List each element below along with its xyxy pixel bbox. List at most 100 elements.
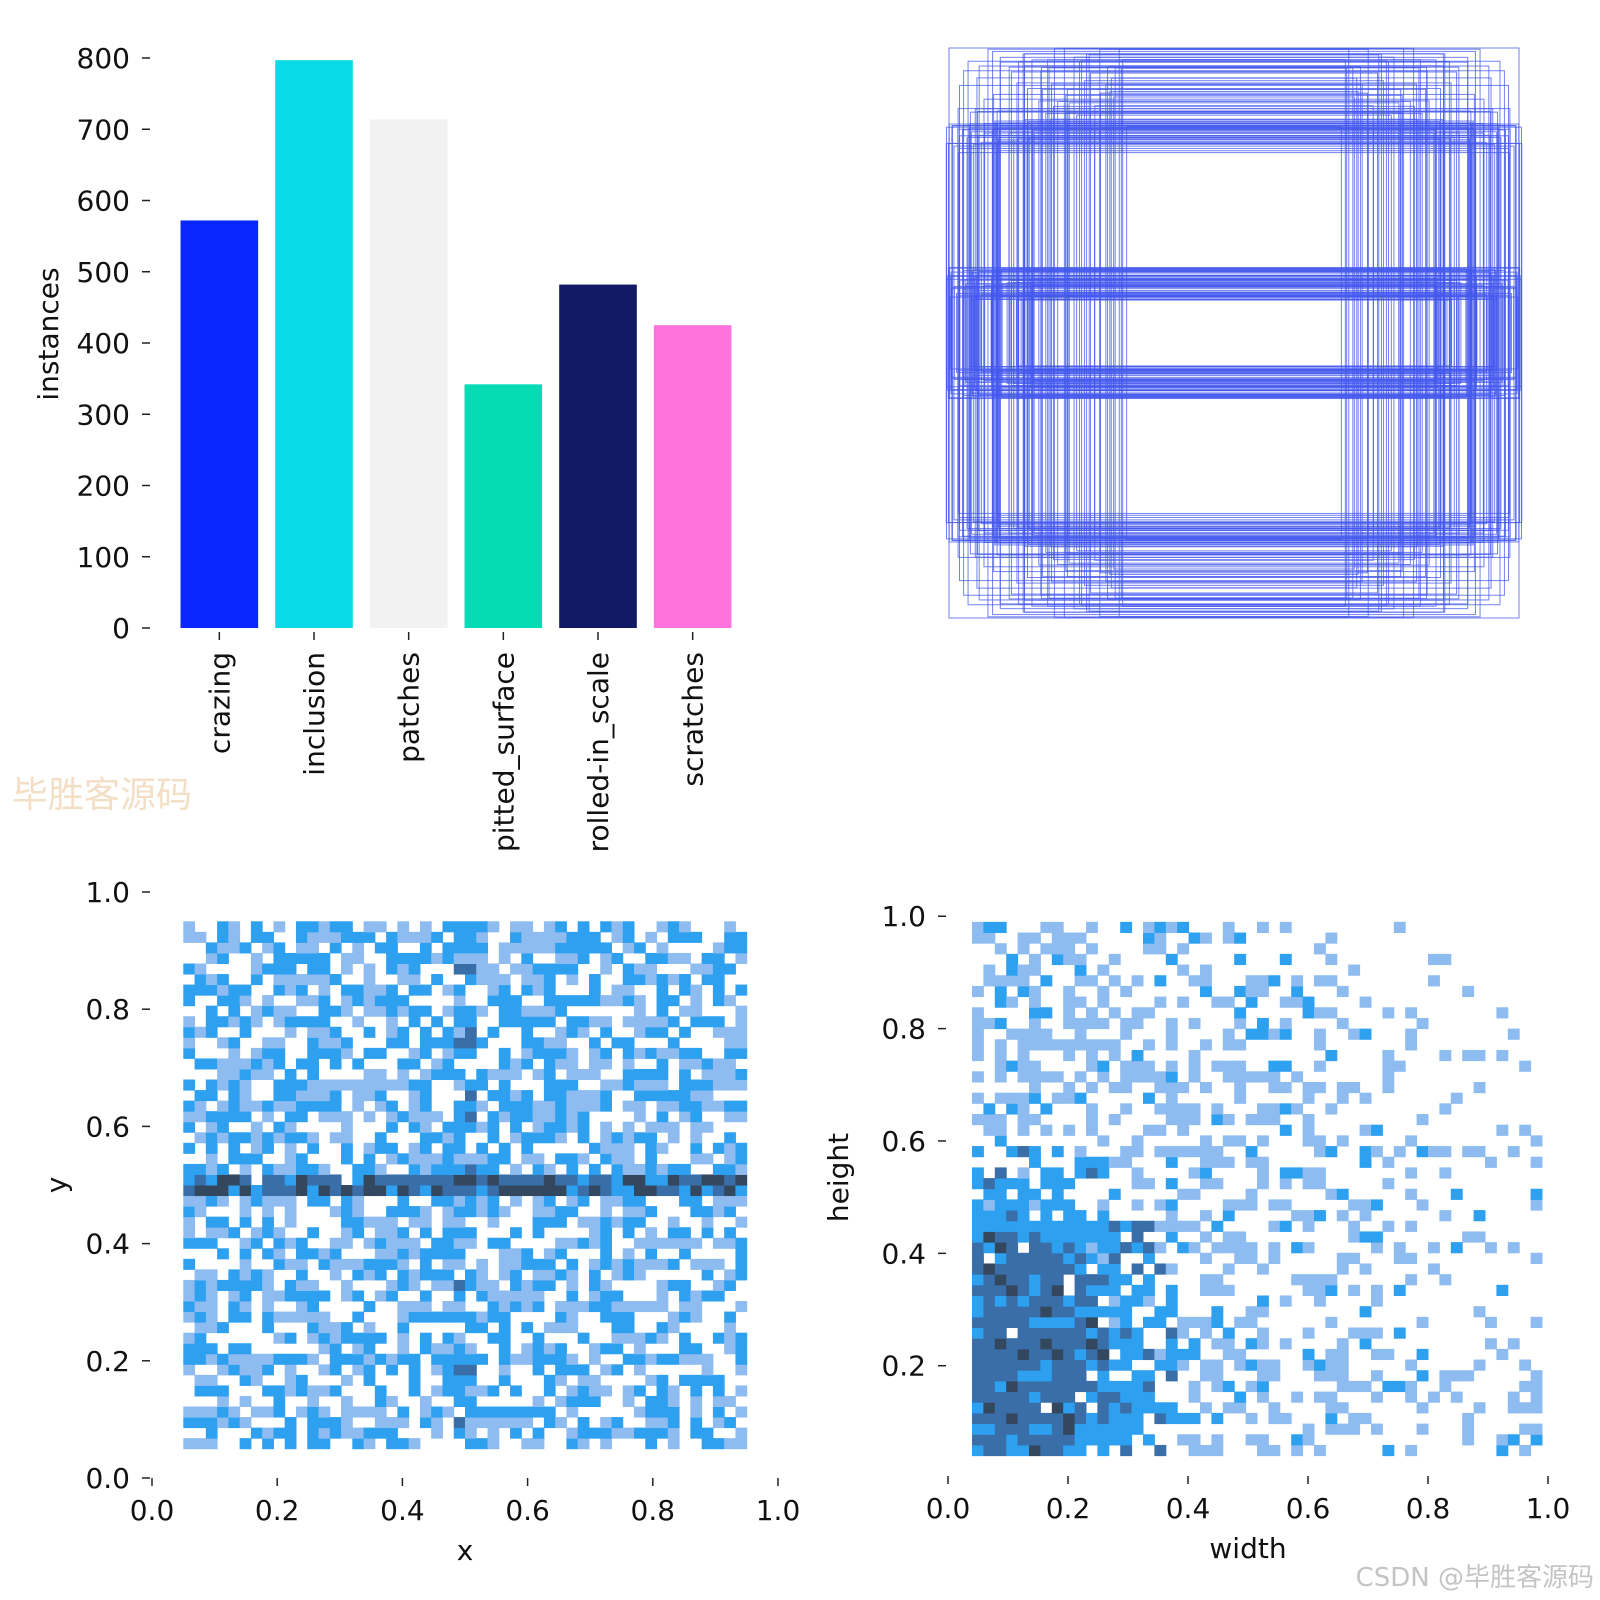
wh-cell [1211,996,1224,1008]
wh-cell [972,1210,984,1222]
wh-cell [1348,1252,1361,1264]
wh-cell [1120,1316,1133,1329]
xy-cell [194,1301,207,1313]
xy-cell [555,1153,567,1165]
wh-cell [1405,1380,1418,1393]
wh-cell [972,1284,984,1296]
xy-cell [239,1079,252,1091]
wh-cell [1462,1412,1475,1425]
xy-cell [465,1185,477,1197]
xy-cell [476,1037,489,1049]
xy-cell [397,1026,410,1038]
bbox-outline [1031,296,1437,370]
wh-cell [1097,1412,1110,1425]
xy-cell [656,1163,669,1175]
xy-cell [724,1343,736,1355]
xy-cell [217,1174,229,1186]
xy-cell [600,921,612,933]
bbox-outline [970,131,1498,535]
wh-cell [1051,1242,1064,1254]
xy-cell [183,1163,196,1175]
xy-cell [476,1311,489,1323]
xy-cell [453,1332,466,1344]
xy-cell [453,921,466,933]
wh-cell [1519,1380,1532,1393]
xy-cell [273,1385,286,1397]
xy-cell [667,1121,680,1133]
xy-cell [453,984,466,996]
xy-cell [408,1079,421,1091]
xy-cell [307,931,320,943]
xy-cell [318,974,331,986]
xy-cell [307,1016,320,1028]
wh-cell [994,1252,1007,1264]
xy-cell [397,1311,410,1323]
xy-cell [600,1385,612,1397]
xy-cell [205,1016,218,1028]
xy-cell [183,1216,196,1228]
xy-cell [611,1364,624,1376]
xy-cell [250,963,263,975]
wh-cell [1165,1220,1178,1232]
wh-cell [1314,1081,1326,1094]
wh-cell [1029,996,1041,1008]
wh-cell [1405,1188,1418,1200]
wh-cell [1029,1114,1041,1126]
xy-cell [397,1058,410,1070]
wh-cell [1131,1007,1144,1019]
wh-cell [1108,1081,1121,1094]
xy-cell [228,1037,241,1049]
xy-cell [600,1132,612,1144]
xy-cell [656,1417,669,1429]
xy-cell [431,1364,443,1376]
wh-cell [1530,1380,1543,1393]
xy-cell [442,1121,455,1133]
bbox-outline [963,269,1505,397]
xy-cell [318,1417,331,1429]
wh-cell [1222,1039,1235,1051]
wh-cell [1291,1071,1304,1083]
xy-cell [341,1079,353,1091]
wh-cell [1086,943,1098,955]
xy-cell [487,1417,500,1429]
bbox-outline [962,129,1506,537]
wh-cell [1120,1306,1133,1318]
wh-cell [1325,1348,1338,1361]
xy-cell [611,1290,624,1302]
wh-cell [1120,1391,1133,1403]
xy-cell [679,1279,691,1291]
wh-cell [1154,1316,1167,1329]
xy-cell [374,942,387,954]
xy-cell [295,1301,308,1313]
xy-cell [397,1301,410,1313]
bbox-outline [1083,80,1385,586]
xy-cell [397,1269,410,1281]
xy-cell [318,1005,331,1017]
xy-cell [510,1058,522,1070]
xy-cell [273,1185,286,1197]
bbox-outline [1120,67,1348,599]
xy-cell [487,1290,500,1302]
xy-cell [487,1438,500,1450]
wh-cell [1530,1402,1543,1414]
wh-cell [1108,1156,1121,1168]
wh-cell [1165,1348,1178,1361]
wh-cell [1040,1327,1053,1339]
xy-cell [532,974,545,986]
xy-cell [690,1185,703,1197]
xy-cell [307,1142,320,1154]
xy-cell [284,1385,297,1397]
xy-cell [588,1090,601,1102]
wh-cell [1462,1370,1475,1382]
xy-cell [397,963,410,975]
xy-cell [566,1047,579,1059]
wh-cell [1097,1423,1110,1435]
xy-cell [262,1322,274,1334]
wh-cell [1325,1316,1338,1329]
xy-cell [374,1385,387,1397]
wh-cell [1029,1039,1041,1051]
wh-cell [1200,1252,1212,1264]
xy-cell [600,1343,612,1355]
xy-cell [510,1227,522,1239]
wh-cell [1519,1444,1532,1457]
